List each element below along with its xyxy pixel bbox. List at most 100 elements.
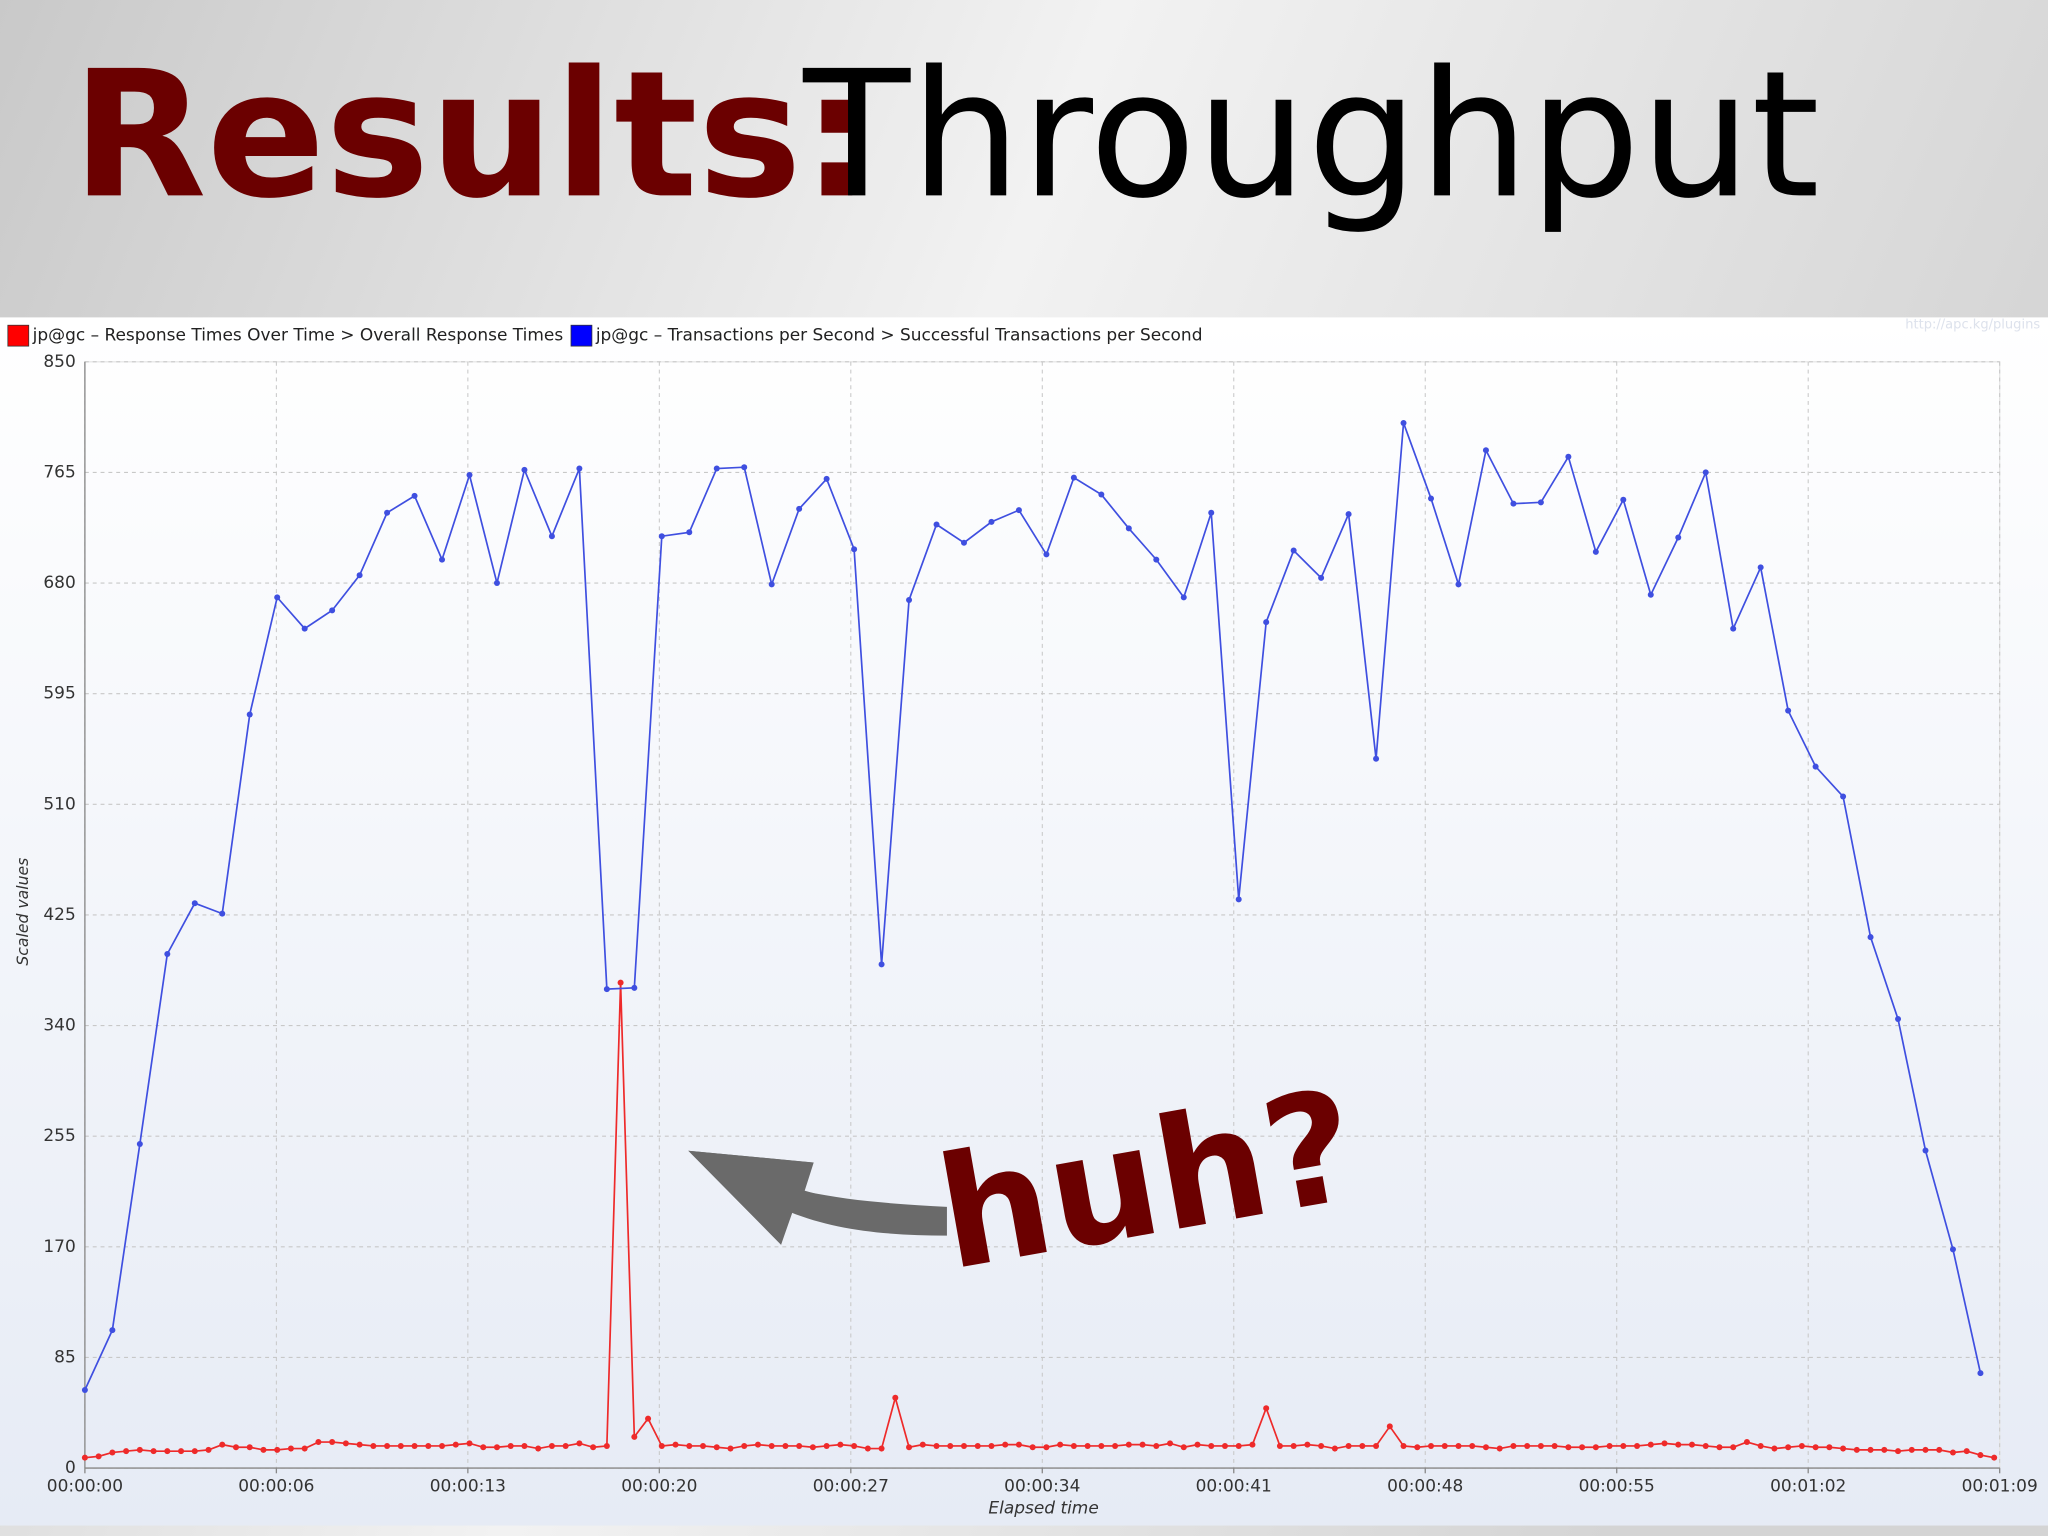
data-point xyxy=(988,518,995,525)
data-point xyxy=(1373,755,1380,762)
data-point xyxy=(933,1442,940,1449)
data-point xyxy=(1634,1442,1641,1449)
data-point xyxy=(713,1444,720,1451)
data-point xyxy=(906,596,913,603)
data-point xyxy=(1524,1442,1531,1449)
data-point xyxy=(1029,1444,1036,1451)
data-point xyxy=(1455,1442,1462,1449)
data-point xyxy=(246,711,253,718)
data-point xyxy=(150,1448,157,1455)
data-point xyxy=(1194,1441,1201,1448)
data-point xyxy=(686,529,693,536)
data-point xyxy=(1702,1442,1709,1449)
data-point xyxy=(411,492,418,499)
y-tick-label: 0 xyxy=(65,1458,76,1478)
data-point xyxy=(1373,1442,1380,1449)
x-tick-label: 00:00:20 xyxy=(621,1476,697,1496)
data-point xyxy=(1977,1452,1984,1459)
data-point xyxy=(1015,1441,1022,1448)
data-point xyxy=(95,1453,102,1460)
data-point xyxy=(1853,1446,1860,1453)
x-tick-label: 00:01:02 xyxy=(1770,1476,1846,1496)
data-point xyxy=(782,1442,789,1449)
data-point xyxy=(1867,934,1874,941)
data-point xyxy=(191,1448,198,1455)
data-point xyxy=(1592,548,1599,555)
data-point xyxy=(1922,1147,1929,1154)
data-point xyxy=(851,1442,858,1449)
y-tick-label: 340 xyxy=(43,1016,75,1036)
data-point xyxy=(1895,1448,1902,1455)
y-tick-label: 85 xyxy=(54,1347,76,1367)
data-point xyxy=(425,1442,432,1449)
data-point xyxy=(576,1440,583,1447)
data-point xyxy=(219,910,226,917)
data-point xyxy=(1785,707,1792,714)
data-point xyxy=(631,1433,638,1440)
data-point xyxy=(123,1448,130,1455)
data-point xyxy=(1345,1442,1352,1449)
data-point xyxy=(837,1441,844,1448)
data-point xyxy=(796,1442,803,1449)
y-tick-label: 680 xyxy=(43,573,75,593)
data-point xyxy=(864,1445,871,1452)
y-tick-label: 170 xyxy=(43,1237,75,1257)
data-point xyxy=(1112,1442,1119,1449)
data-point xyxy=(741,464,748,471)
data-point xyxy=(260,1446,267,1453)
data-point xyxy=(631,984,638,991)
data-point xyxy=(906,1444,913,1451)
data-point xyxy=(1345,511,1352,518)
data-point xyxy=(1125,525,1132,532)
data-point xyxy=(1167,1440,1174,1447)
data-point xyxy=(1620,1442,1627,1449)
legend-label: jp@gc – Transactions per Second > Succes… xyxy=(595,326,1203,346)
data-point xyxy=(1290,1442,1297,1449)
data-point xyxy=(1661,1440,1668,1447)
data-point xyxy=(1647,1441,1654,1448)
data-point xyxy=(754,1441,761,1448)
data-point xyxy=(603,1442,610,1449)
data-point xyxy=(1963,1448,1970,1455)
y-axis-label: Scaled values xyxy=(13,858,32,966)
data-point xyxy=(1400,419,1407,426)
data-point xyxy=(1592,1444,1599,1451)
data-point xyxy=(164,950,171,957)
data-point xyxy=(727,1445,734,1452)
data-point xyxy=(1743,1439,1750,1446)
data-point xyxy=(1441,1442,1448,1449)
data-point xyxy=(768,581,775,588)
data-point xyxy=(1936,1446,1943,1453)
y-tick-label: 510 xyxy=(43,794,75,814)
data-point xyxy=(219,1441,226,1448)
y-tick-label: 425 xyxy=(43,905,75,925)
data-point xyxy=(315,1439,322,1446)
data-point xyxy=(686,1442,693,1449)
data-point xyxy=(1620,496,1627,503)
data-point xyxy=(329,607,336,614)
data-point xyxy=(974,1442,981,1449)
data-point xyxy=(960,539,967,546)
data-point xyxy=(672,1441,679,1448)
data-point xyxy=(397,1442,404,1449)
data-point xyxy=(617,979,624,986)
data-point xyxy=(329,1439,336,1446)
data-point xyxy=(274,594,281,601)
data-point xyxy=(1153,1442,1160,1449)
data-point xyxy=(892,1394,899,1401)
data-point xyxy=(1537,1442,1544,1449)
data-point xyxy=(1070,474,1077,481)
data-point xyxy=(466,1440,473,1447)
data-point xyxy=(1551,1442,1558,1449)
x-tick-label: 00:00:34 xyxy=(1004,1476,1080,1496)
series-line xyxy=(84,422,1982,1391)
data-point xyxy=(1991,1454,1998,1461)
data-point xyxy=(521,466,528,473)
data-point xyxy=(741,1442,748,1449)
data-point xyxy=(1840,793,1847,800)
data-point xyxy=(1730,625,1737,632)
data-point xyxy=(1084,1442,1091,1449)
data-point xyxy=(81,1454,88,1461)
